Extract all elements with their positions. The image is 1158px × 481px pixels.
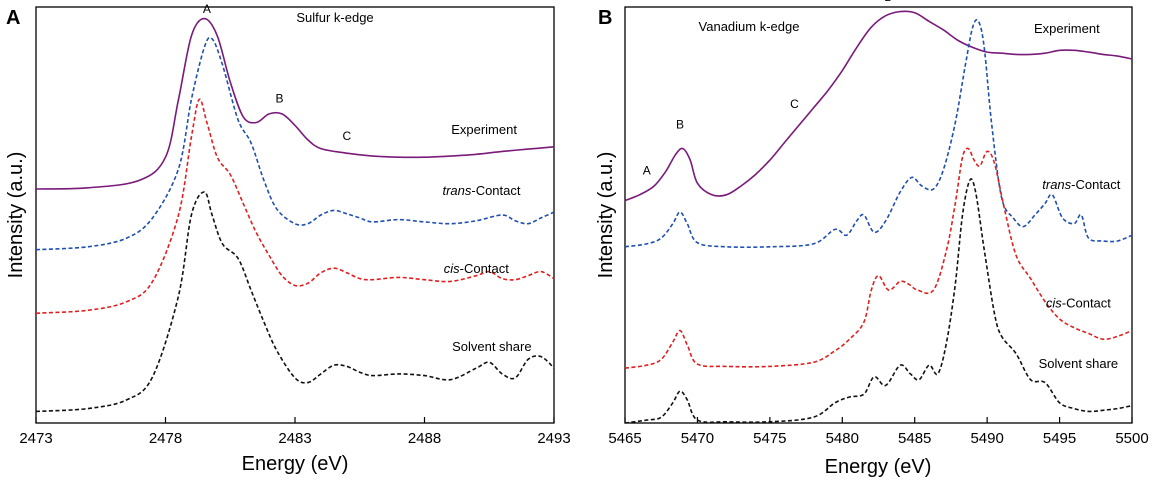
peak-label-b: B xyxy=(275,91,283,105)
series-label-italic-2: cis xyxy=(444,261,460,276)
series-line-trans-contact xyxy=(35,36,555,251)
series-line-solvent-share xyxy=(35,191,555,413)
x-axis-label-a: Energy (eV) xyxy=(242,453,349,475)
x-tick-label-5: 5490 xyxy=(970,430,1003,447)
x-tick-label-4: 2493 xyxy=(537,430,570,447)
x-tick-label-1: 2478 xyxy=(149,430,182,447)
peak-label-a: A xyxy=(203,2,211,16)
panel-letter-a: A xyxy=(6,7,20,29)
series-label-1: trans-Contact xyxy=(1042,177,1120,192)
series-label-italic-1: trans xyxy=(1042,177,1071,192)
peak-label-b: B xyxy=(676,117,684,131)
series-label-italic-2: cis xyxy=(1046,295,1062,310)
series-label-text-1: -Contact xyxy=(471,183,521,198)
series-label-text-2: -Contact xyxy=(1062,295,1112,310)
series-label-0: Experiment xyxy=(451,122,517,137)
series-label-0: Experiment xyxy=(1034,21,1100,36)
series-label-text-0: Experiment xyxy=(1034,21,1100,36)
panel-letter-b: B xyxy=(598,7,612,29)
panel-b: B Intensity (a.u.) Energy (eV) Vanadium … xyxy=(595,0,1149,478)
series-label-text-3: Solvent share xyxy=(1039,356,1119,371)
series-line-cis-contact xyxy=(624,147,1133,369)
series-line-trans-contact xyxy=(624,19,1133,249)
x-tick-label-0: 5465 xyxy=(608,430,641,447)
series-line-experiment xyxy=(35,17,555,190)
series-label-3: Solvent share xyxy=(452,339,532,354)
series-label-text-0: Experiment xyxy=(451,122,517,137)
x-tick-label-2: 5475 xyxy=(753,430,786,447)
x-tick-label-2: 2483 xyxy=(278,430,311,447)
y-axis-label-a: Intensity (a.u.) xyxy=(5,152,27,279)
x-tick-label-3: 2488 xyxy=(408,430,441,447)
x-tick-label-0: 2473 xyxy=(19,430,52,447)
series-label-2: cis-Contact xyxy=(444,261,509,276)
series-line-experiment xyxy=(624,10,1133,202)
plot-frame-b xyxy=(624,6,1133,424)
x-tick-label-3: 5480 xyxy=(826,430,859,447)
x-tick-label-1: 5470 xyxy=(681,430,714,447)
series-label-1: trans-Contact xyxy=(442,183,520,198)
chart-title-a: Sulfur k-edge xyxy=(296,10,373,25)
plot-frame-a xyxy=(35,6,555,424)
series-label-3: Solvent share xyxy=(1039,356,1119,371)
series-label-text-3: Solvent share xyxy=(452,339,532,354)
y-axis-label-b: Intensity (a.u.) xyxy=(595,152,617,279)
series-line-solvent-share xyxy=(624,178,1133,424)
peak-label-a: A xyxy=(643,164,651,178)
x-tick-label-6: 5495 xyxy=(1043,430,1076,447)
series-line-cis-contact xyxy=(35,98,555,314)
series-label-italic-1: trans xyxy=(442,183,471,198)
series-label-text-2: -Contact xyxy=(460,261,510,276)
peak-label-c: C xyxy=(342,129,351,143)
peak-label-c: C xyxy=(790,97,799,111)
series-label-text-1: -Contact xyxy=(1071,177,1121,192)
x-tick-label-4: 5485 xyxy=(898,430,931,447)
x-axis-label-b: Energy (eV) xyxy=(825,456,932,478)
chart-title-b: Vanadium k-edge xyxy=(699,19,800,34)
series-label-2: cis-Contact xyxy=(1046,295,1111,310)
panel-a: A Intensity (a.u.) Energy (eV) Sulfur k-… xyxy=(5,2,571,475)
x-tick-label-7: 5500 xyxy=(1115,430,1148,447)
peak-label-d: D xyxy=(884,0,893,4)
